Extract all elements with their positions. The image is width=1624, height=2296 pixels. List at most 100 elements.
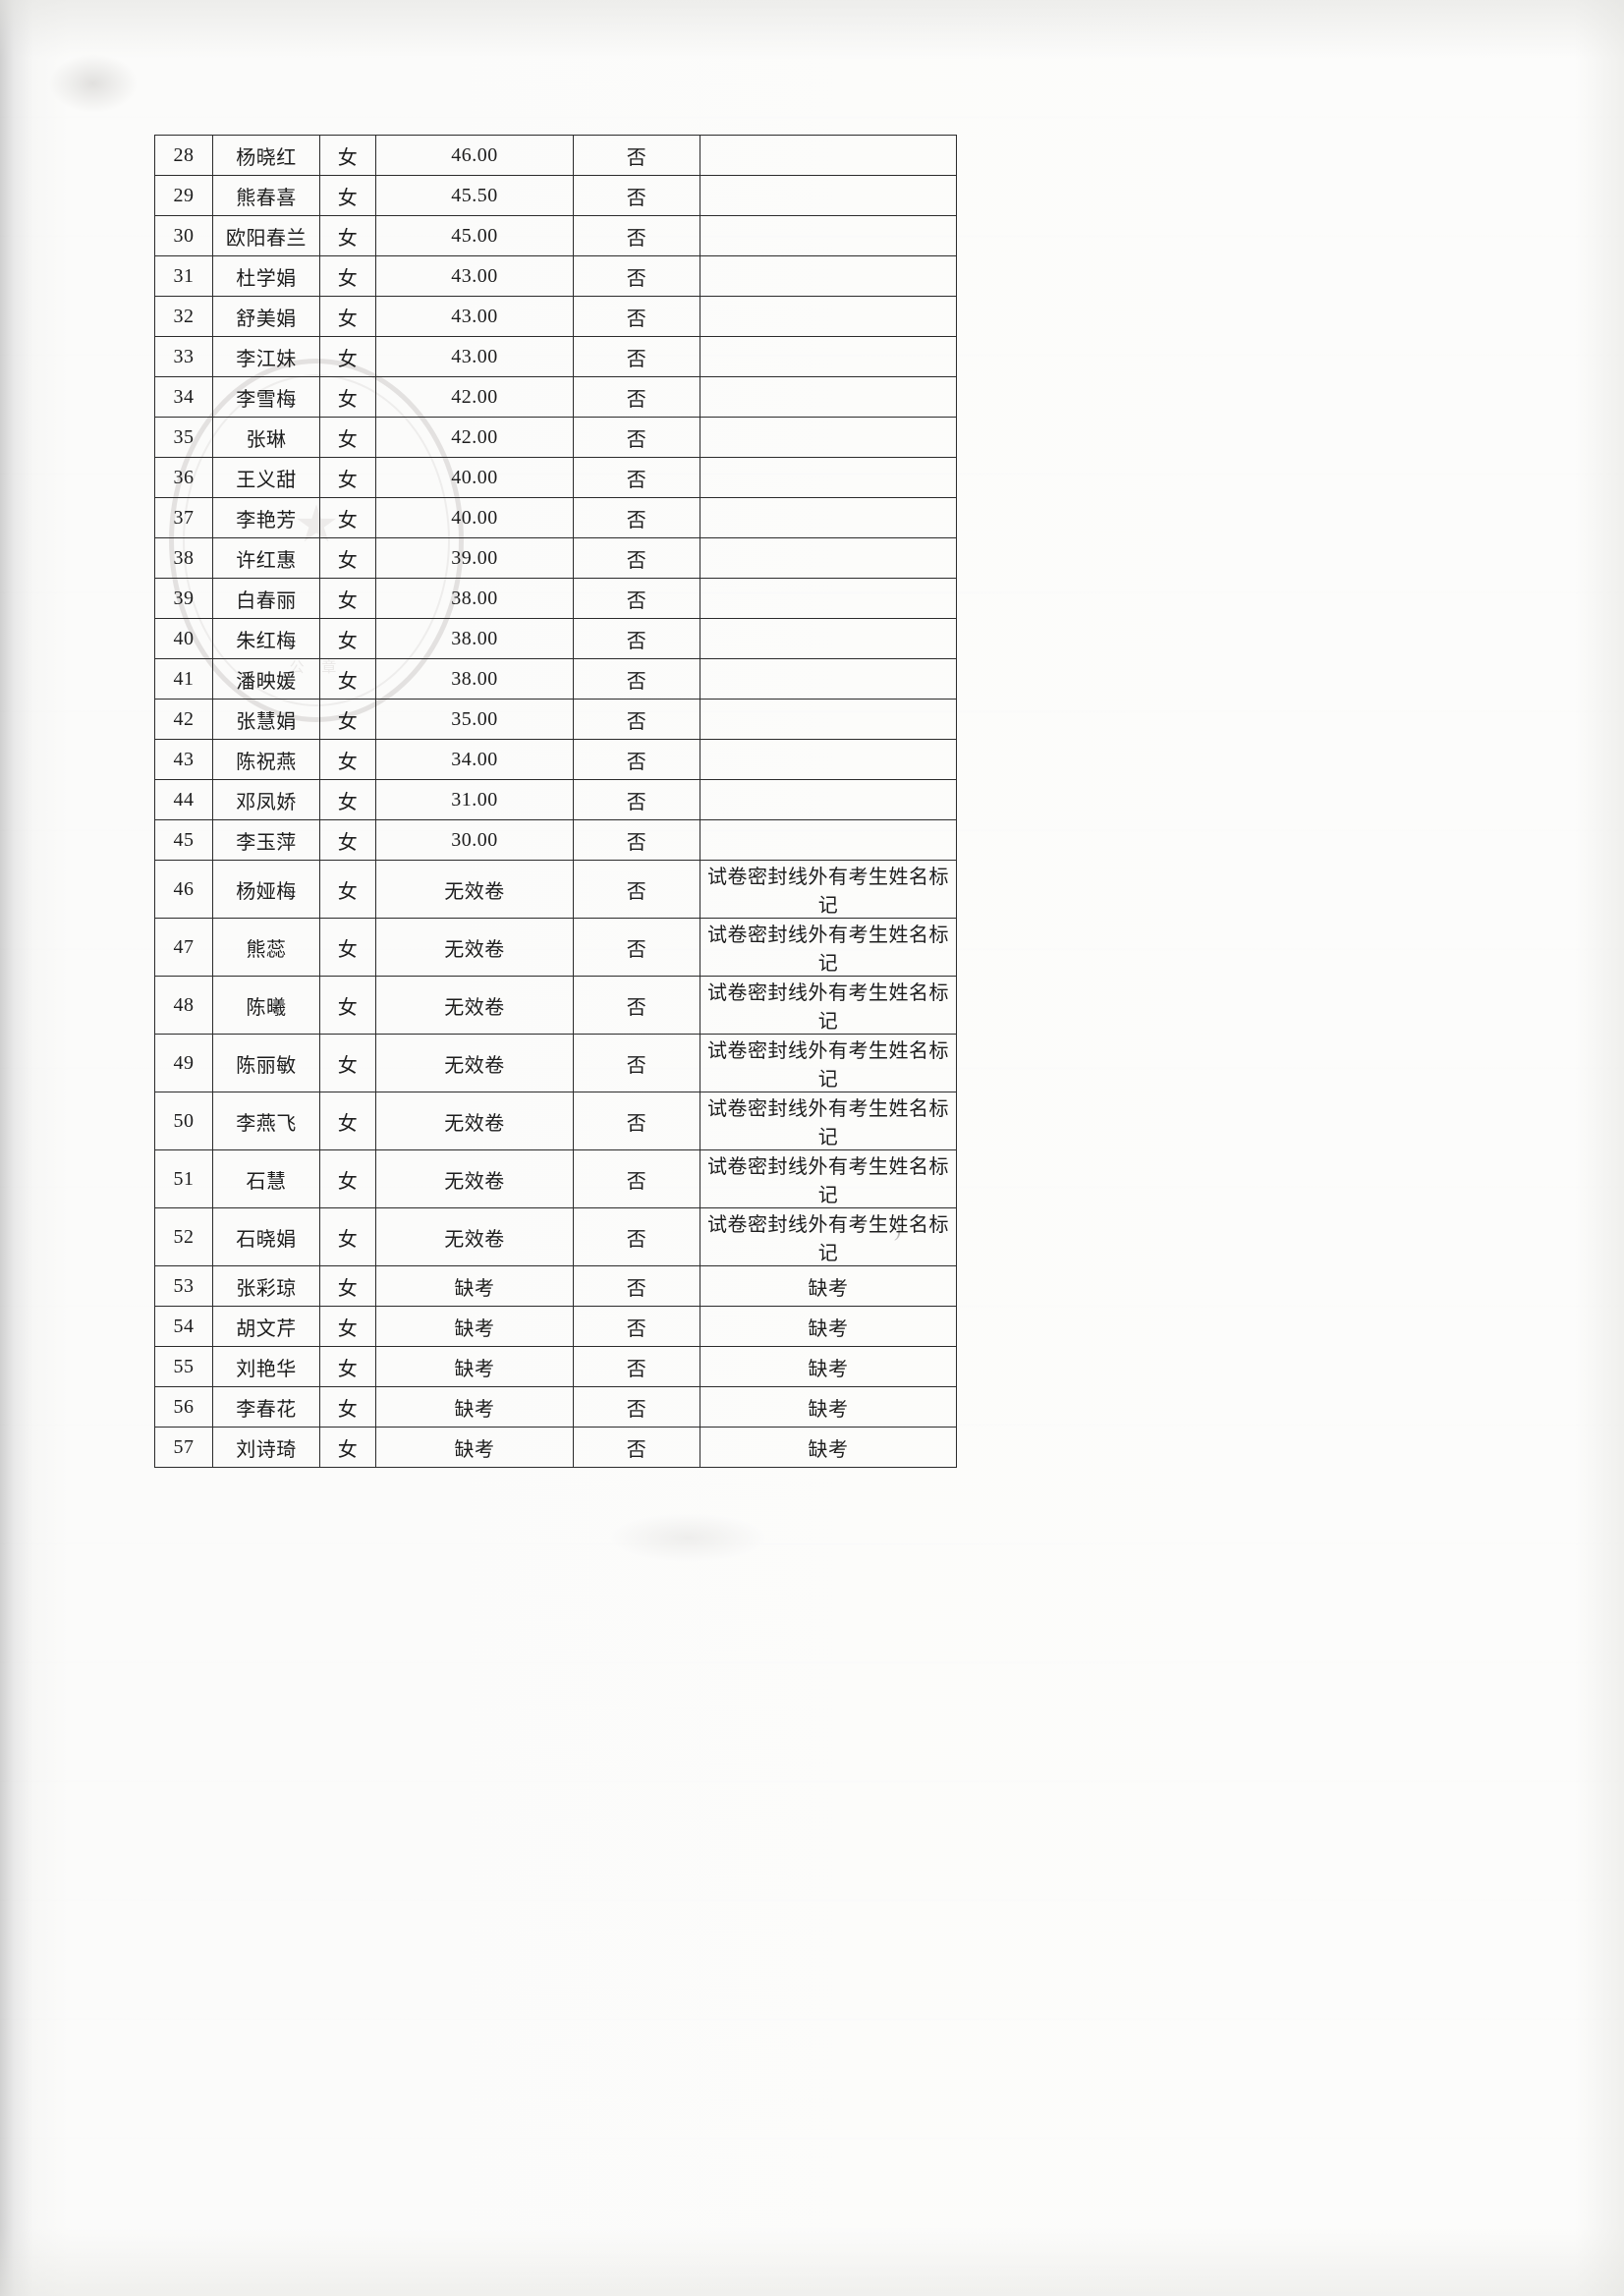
cell-candidate-name: 石晓娟	[212, 1207, 320, 1266]
cell-candidate-name: 陈丽敏	[212, 1034, 320, 1092]
cell-gender: 女	[319, 739, 376, 780]
table-row: 51 石慧女无效卷否试卷密封线外有考生姓名标记	[154, 1149, 957, 1208]
cell-remark: 缺考	[700, 1346, 957, 1387]
cell-serial-number: 55	[154, 1346, 213, 1387]
cell-remark	[700, 215, 957, 256]
cell-gender: 女	[319, 336, 376, 377]
table-row: 49 陈丽敏女无效卷否试卷密封线外有考生姓名标记	[154, 1034, 957, 1092]
cell-gender: 女	[319, 860, 376, 919]
cell-candidate-name: 李玉萍	[212, 819, 320, 861]
cell-interview-flag: 否	[573, 1034, 700, 1092]
cell-serial-number: 30	[154, 215, 213, 256]
cell-candidate-name: 潘映媛	[212, 658, 320, 700]
table-row: 34 李雪梅女 42.00 否	[154, 376, 957, 418]
cell-gender: 女	[319, 457, 376, 498]
cell-remark: 试卷密封线外有考生姓名标记	[700, 1092, 957, 1150]
cell-interview-flag: 否	[573, 658, 700, 700]
cell-remark	[700, 819, 957, 861]
cell-gender: 女	[319, 819, 376, 861]
table-row: 41 潘映媛女 38.00 否	[154, 658, 957, 700]
cell-interview-flag: 否	[573, 336, 700, 377]
cell-serial-number: 46	[154, 860, 213, 919]
scan-smudge-top-left	[49, 54, 138, 113]
cell-score: 无效卷	[375, 1034, 574, 1092]
cell-gender: 女	[319, 175, 376, 216]
cell-gender: 女	[319, 1034, 376, 1092]
cell-interview-flag: 否	[573, 1306, 700, 1347]
cell-score: 无效卷	[375, 1207, 574, 1266]
cell-gender: 女	[319, 618, 376, 659]
cell-candidate-name: 刘诗琦	[212, 1427, 320, 1468]
cell-remark	[700, 578, 957, 619]
cell-candidate-name: 李艳芳	[212, 497, 320, 538]
cell-score: 35.00	[375, 699, 574, 740]
cell-candidate-name: 李江妹	[212, 336, 320, 377]
cell-remark	[700, 296, 957, 337]
table-row: 55 刘艳华女缺考否缺考	[154, 1346, 957, 1387]
cell-interview-flag: 否	[573, 1265, 700, 1307]
table-row: 46 杨娅梅女无效卷否试卷密封线外有考生姓名标记	[154, 860, 957, 919]
cell-gender: 女	[319, 497, 376, 538]
cell-candidate-name: 李春花	[212, 1386, 320, 1428]
cell-remark	[700, 739, 957, 780]
cell-remark: 试卷密封线外有考生姓名标记	[700, 1207, 957, 1266]
cell-interview-flag: 否	[573, 376, 700, 418]
table-row: 35 张琳女 42.00 否	[154, 417, 957, 458]
cell-score: 38.00	[375, 618, 574, 659]
cell-remark	[700, 618, 957, 659]
cell-interview-flag: 否	[573, 296, 700, 337]
cell-remark: 缺考	[700, 1265, 957, 1307]
scan-smudge-bottom	[609, 1513, 766, 1562]
cell-interview-flag: 否	[573, 537, 700, 579]
table-row: 57 刘诗琦女缺考否缺考	[154, 1427, 957, 1468]
cell-remark	[700, 457, 957, 498]
cell-interview-flag: 否	[573, 819, 700, 861]
cell-score: 39.00	[375, 537, 574, 579]
cell-score: 缺考	[375, 1346, 574, 1387]
table-row: 33 李江妹女 43.00 否	[154, 336, 957, 377]
table-row: 54 胡文芹女缺考否缺考	[154, 1306, 957, 1347]
cell-score: 46.00	[375, 135, 574, 176]
cell-serial-number: 43	[154, 739, 213, 780]
cell-serial-number: 39	[154, 578, 213, 619]
cell-score: 38.00	[375, 658, 574, 700]
cell-candidate-name: 杨晓红	[212, 135, 320, 176]
table-row: 39 白春丽女 38.00 否	[154, 578, 957, 619]
cell-score: 无效卷	[375, 1092, 574, 1150]
cell-candidate-name: 杨娅梅	[212, 860, 320, 919]
cell-serial-number: 45	[154, 819, 213, 861]
results-table-container: 28 杨晓红女 46.00 否 29 熊春喜女 45.50 否 30 欧阳春兰女 45.00 否 31 杜…	[154, 135, 957, 1468]
cell-interview-flag: 否	[573, 779, 700, 820]
cell-score: 缺考	[375, 1427, 574, 1468]
cell-candidate-name: 邓凤娇	[212, 779, 320, 820]
cell-interview-flag: 否	[573, 918, 700, 977]
cell-score: 31.00	[375, 779, 574, 820]
cell-interview-flag: 否	[573, 135, 700, 176]
cell-score: 40.00	[375, 457, 574, 498]
cell-serial-number: 35	[154, 417, 213, 458]
cell-serial-number: 37	[154, 497, 213, 538]
table-row: 47 熊蕊女无效卷否试卷密封线外有考生姓名标记	[154, 918, 957, 977]
cell-serial-number: 52	[154, 1207, 213, 1266]
cell-serial-number: 56	[154, 1386, 213, 1428]
table-row: 38 许红惠女 39.00 否	[154, 537, 957, 579]
cell-score: 43.00	[375, 255, 574, 297]
cell-interview-flag: 否	[573, 497, 700, 538]
cell-serial-number: 54	[154, 1306, 213, 1347]
cell-gender: 女	[319, 658, 376, 700]
cell-candidate-name: 张琳	[212, 417, 320, 458]
table-row: 29 熊春喜女 45.50 否	[154, 175, 957, 216]
cell-serial-number: 34	[154, 376, 213, 418]
cell-score: 43.00	[375, 336, 574, 377]
cell-remark	[700, 497, 957, 538]
cell-remark	[700, 255, 957, 297]
cell-interview-flag: 否	[573, 1386, 700, 1428]
cell-serial-number: 31	[154, 255, 213, 297]
cell-score: 无效卷	[375, 918, 574, 977]
cell-remark	[700, 699, 957, 740]
cell-gender: 女	[319, 376, 376, 418]
table-row: 31 杜学娟女 43.00 否	[154, 255, 957, 297]
cell-remark	[700, 537, 957, 579]
table-row: 37 李艳芳女 40.00 否	[154, 497, 957, 538]
